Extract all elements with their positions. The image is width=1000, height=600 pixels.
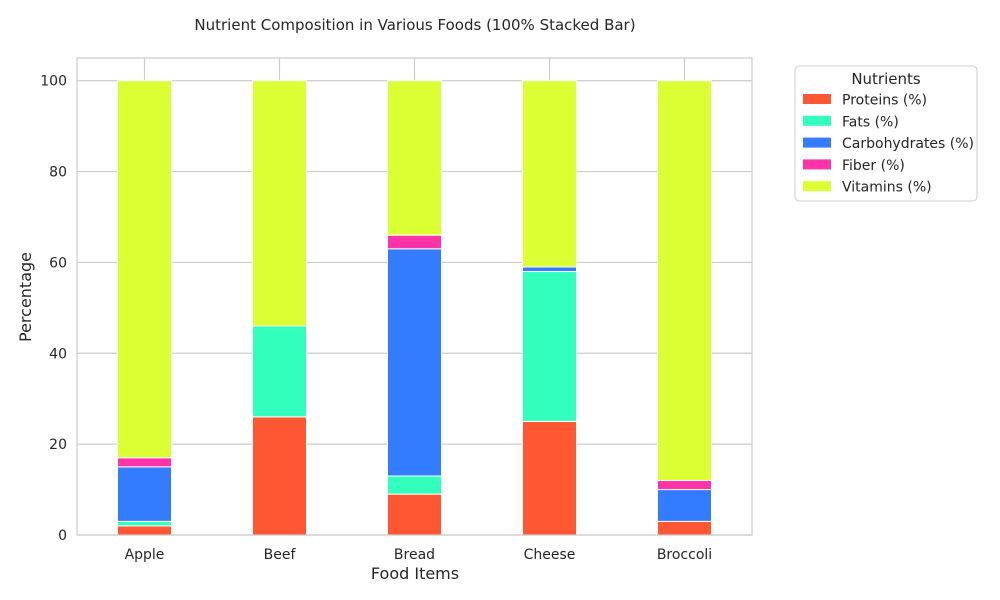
x-tick-label: Apple [125,547,165,563]
legend-swatch [803,181,831,192]
chart-title: Nutrient Composition in Various Foods (1… [194,16,635,34]
bar-segment [387,80,442,236]
y-tick-label: 100 [40,74,67,90]
bar-segment [657,80,712,481]
bar-segment [252,416,307,536]
x-tick-label: Beef [264,547,297,563]
x-tick-labels: Apple Beef Bread Cheese Broccoli [125,547,713,563]
bar-segment [117,80,172,459]
legend-title: Nutrients [851,70,921,88]
bar-segment [117,525,172,536]
legend-entry-label: Fats (%) [842,114,899,130]
y-axis-label: Percentage [16,252,35,342]
legend-items: Proteins (%) Fats (%) Carbohydrates (%) Fib… [803,93,974,196]
legend: Nutrients Proteins (%) Fats (%) Carbohydra… [794,65,978,202]
bar-segment [387,248,442,477]
bar-segment [522,80,577,268]
x-tick-label: Bread [394,547,435,563]
legend-entry-label: Carbohydrates (%) [842,136,974,152]
y-tick-labels: 0 20 40 60 80 100 [40,74,67,544]
bar-segment [387,493,442,536]
bar-segment [657,479,712,491]
legend-swatch [803,137,831,148]
bar-segment [387,475,442,495]
bar-segment [117,520,172,527]
y-tick-label: 40 [49,346,67,362]
y-tick-label: 20 [49,437,67,453]
y-tick-label: 80 [49,165,67,181]
y-tick-label: 60 [49,255,67,271]
bars [117,80,712,536]
bar-segment [117,466,172,522]
legend-box [794,65,978,202]
legend-swatch [803,159,831,170]
legend-swatch [803,115,831,126]
bar-segment [522,420,577,536]
x-axis-label: Food Items [371,564,459,583]
bar-segment [117,457,172,468]
x-tick-label: Cheese [524,547,576,563]
legend-entry-label: Proteins (%) [842,93,927,109]
bar-segment [387,234,442,250]
bar-segment [522,266,577,273]
plot-frame [76,57,753,536]
legend-swatch [803,94,831,104]
bar-segment [657,520,712,536]
legend-entry-label: Vitamins (%) [842,180,932,196]
y-tick-label: 0 [58,528,67,544]
x-tick-label: Broccoli [657,547,712,563]
bar-segment [252,325,307,418]
bar-segment [252,80,307,327]
legend-entry-label: Fiber (%) [842,158,905,174]
bar-segment [657,489,712,522]
bar-segment [522,271,577,422]
